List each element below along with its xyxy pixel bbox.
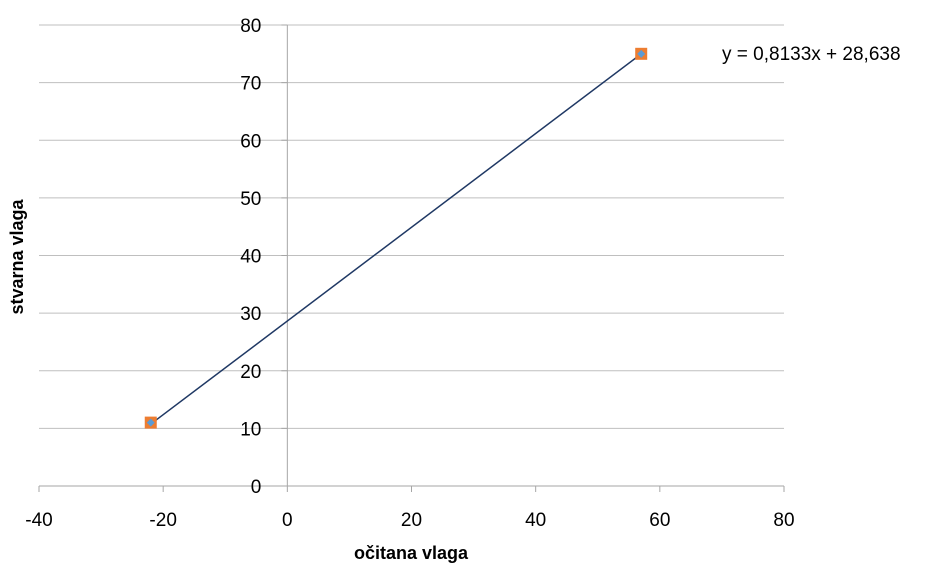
grid-lines [39,24,784,429]
y-tick-label: 10 [240,419,261,440]
y-tick-label: 70 [240,74,261,95]
data-point-inner [637,49,646,58]
trendline [150,53,642,425]
y-tick-label: 50 [240,189,261,210]
x-axis-title: očitana vlaga [354,543,469,563]
axes [38,24,785,492]
x-tick-label: 40 [525,510,546,531]
y-axis-title: stvarna vlaga [7,198,27,314]
data-points [144,47,648,429]
x-tick-label: 80 [773,510,794,531]
trendline-group [150,53,642,425]
x-tick-label: 0 [282,510,293,531]
x-tick-label: 60 [649,510,670,531]
y-tick-label: 60 [240,131,261,152]
y-tick-label: 20 [240,362,261,383]
y-tick-label: 80 [240,16,261,37]
x-tick-label: 20 [401,510,422,531]
x-tick-label: -40 [25,510,52,531]
trendline-equation: y = 0,8133x + 28,638 [722,44,901,65]
y-tick-label: 40 [240,247,261,268]
y-tick-label: 30 [240,304,261,325]
y-tick-label: 0 [251,477,262,498]
data-point-inner [146,418,155,427]
x-tick-label: -20 [149,510,176,531]
tick-labels: 0 10 20 30 40 50 60 70 80 -40 -20 0 20 40 60 80 [25,16,794,531]
